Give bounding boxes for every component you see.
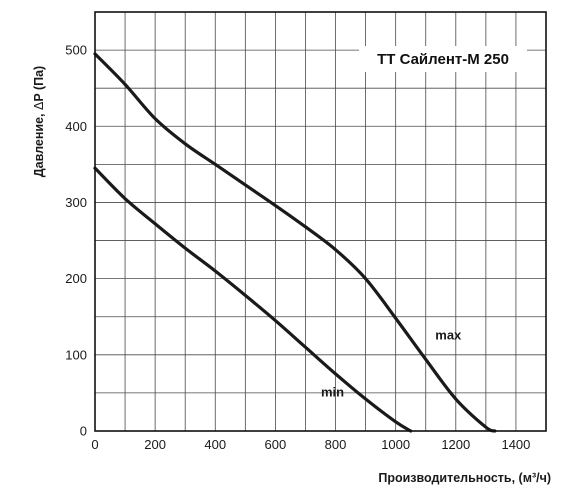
y-axis-title: Давление, ΔP (Па) bbox=[32, 66, 46, 177]
grid bbox=[95, 12, 546, 431]
x-tick-label: 1000 bbox=[381, 437, 410, 452]
x-tick-label: 0 bbox=[91, 437, 98, 452]
y-tick-label: 500 bbox=[65, 43, 87, 58]
x-tick-label: 800 bbox=[325, 437, 347, 452]
series-line-max bbox=[93, 52, 497, 433]
series-line-min bbox=[93, 166, 413, 433]
y-tick-labels: 0 100 200 300 400 500 bbox=[65, 43, 87, 439]
y-axis-title-rest: P (Па) bbox=[32, 66, 46, 102]
y-tick-label: 100 bbox=[65, 347, 87, 362]
x-tick-label: 400 bbox=[204, 437, 226, 452]
y-tick-label: 400 bbox=[65, 119, 87, 134]
x-tick-label: 1200 bbox=[441, 437, 470, 452]
y-tick-label: 0 bbox=[80, 424, 87, 439]
x-axis-title: Производительность, (м³/ч) bbox=[378, 471, 551, 485]
series-label-min: min bbox=[321, 385, 344, 400]
series-label-max: max bbox=[435, 328, 462, 343]
plot-frame bbox=[94, 11, 547, 432]
x-tick-labels: 0 200 400 600 800 1000 1200 1400 bbox=[91, 437, 530, 452]
y-tick-label: 200 bbox=[65, 271, 87, 286]
title-background bbox=[359, 46, 527, 72]
chart-title: ТТ Сайлент-М 250 bbox=[377, 51, 509, 68]
series-layer bbox=[93, 52, 497, 433]
y-axis-title-main: Давление, bbox=[32, 110, 46, 177]
x-tick-label: 1400 bbox=[501, 437, 530, 452]
chart-title-box: ТТ Сайлент-М 250 bbox=[359, 46, 527, 72]
x-tick-label: 200 bbox=[144, 437, 166, 452]
y-axis-title-delta: Δ bbox=[32, 102, 46, 110]
series-annotations: max min bbox=[321, 328, 462, 400]
x-tick-label: 600 bbox=[265, 437, 287, 452]
y-tick-label: 300 bbox=[65, 195, 87, 210]
